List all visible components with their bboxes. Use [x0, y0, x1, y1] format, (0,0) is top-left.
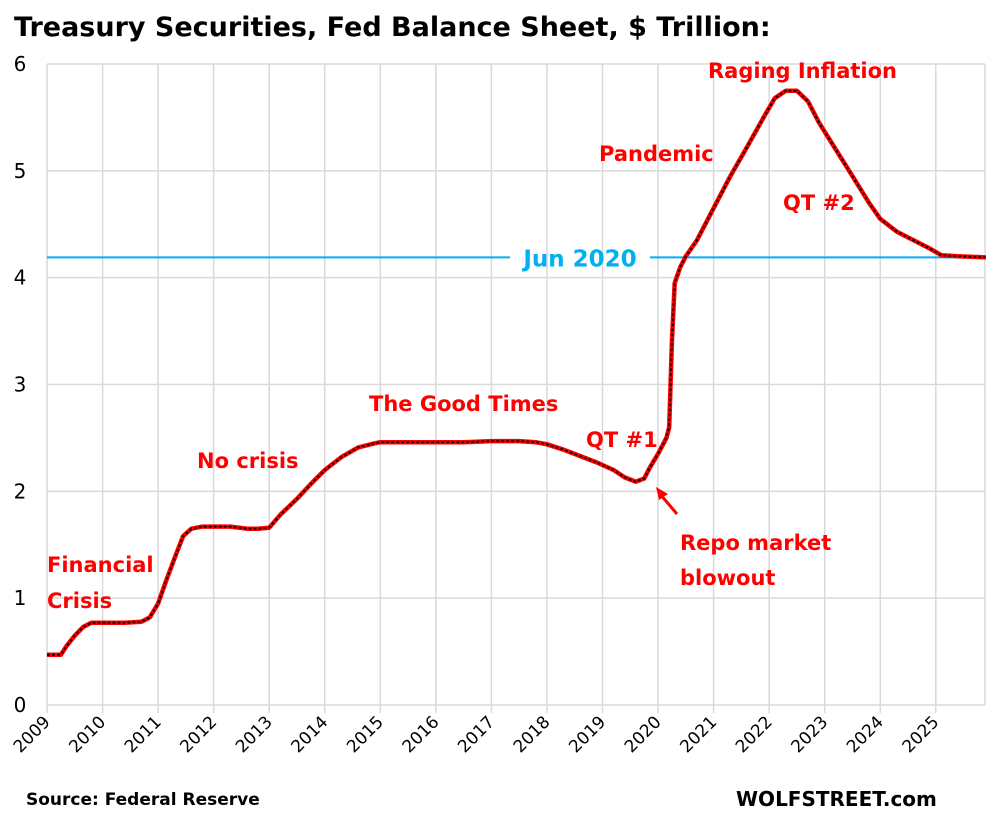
arrow-icon	[656, 487, 679, 515]
x-tick-label: 2022	[732, 712, 777, 757]
x-tick-label: 2019	[565, 712, 610, 757]
grid	[46, 63, 986, 713]
x-axis-ticks: 2009 2010 2011 2012 2013 2014 2015 2016 2017 2018…	[10, 712, 944, 757]
x-tick-label: 2013	[232, 712, 277, 757]
x-tick-label: 2024	[843, 712, 888, 757]
x-tick-label: 2025	[899, 712, 944, 757]
credit-label: WOLFSTREET.com	[736, 787, 937, 811]
reference-line-label: Jun 2020	[521, 246, 636, 272]
annotation-crisis: Crisis	[47, 589, 112, 613]
annotation-blowout: blowout	[680, 566, 775, 590]
series-line-outline	[47, 88, 986, 658]
annotation-pandemic: Pandemic	[599, 142, 714, 166]
x-tick-label: 2016	[399, 712, 444, 757]
annotation-financial: Financial	[47, 553, 154, 577]
x-tick-label: 2015	[343, 712, 388, 757]
series-group	[47, 88, 986, 658]
annotation-repo-market: Repo market	[680, 531, 831, 555]
chart-title: Treasury Securities, Fed Balance Sheet, …	[14, 12, 771, 43]
annotation-raging-inflation: Raging Inflation	[708, 59, 897, 83]
x-tick-label: 2012	[176, 712, 221, 757]
x-tick-label: 2020	[621, 712, 666, 757]
y-tick-label: 5	[14, 159, 27, 183]
y-tick-label: 0	[14, 693, 27, 717]
y-tick-label: 1	[14, 586, 27, 610]
x-tick-label: 2010	[65, 712, 110, 757]
x-tick-label: 2023	[788, 712, 833, 757]
x-tick-label: 2011	[121, 712, 166, 757]
x-tick-label: 2021	[676, 712, 721, 757]
y-tick-label: 2	[14, 479, 27, 503]
annotation-good-times: The Good Times	[369, 392, 558, 416]
y-axis-ticks: 0 1 2 3 4 5 6	[14, 52, 27, 717]
annotation-qt2: QT #2	[783, 191, 855, 215]
y-tick-label: 6	[14, 52, 27, 76]
y-tick-label: 4	[14, 266, 27, 290]
x-tick-label: 2014	[288, 712, 333, 757]
x-tick-label: 2017	[454, 712, 499, 757]
source-label: Source: Federal Reserve	[26, 790, 260, 810]
annotation-no-crisis: No crisis	[197, 449, 299, 473]
annotation-qt1: QT #1	[586, 428, 658, 452]
x-tick-label: 2018	[510, 712, 555, 757]
x-tick-label: 2009	[10, 712, 55, 757]
y-tick-label: 3	[14, 373, 27, 397]
series-line	[47, 89, 986, 656]
